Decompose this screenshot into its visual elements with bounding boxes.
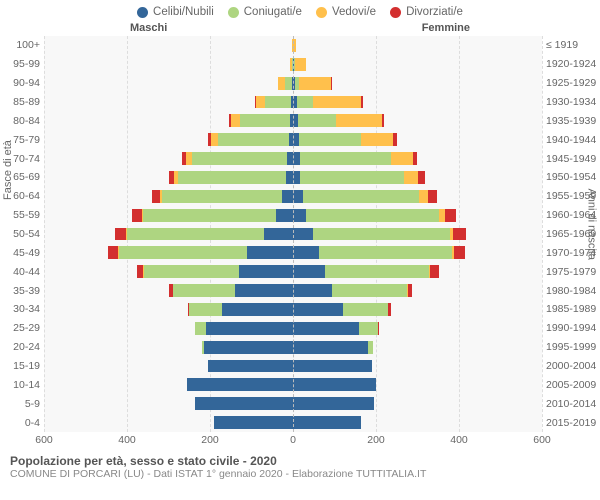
plot-area (44, 36, 542, 432)
birth-label: 1930-1934 (546, 93, 596, 112)
birth-label: 1945-1949 (546, 149, 596, 168)
birth-label: 1970-1974 (546, 243, 596, 262)
header-female: Femmine (422, 22, 470, 34)
birth-label: 2000-2004 (546, 357, 596, 376)
age-label: 80-84 (13, 111, 40, 130)
footer-title: Popolazione per età, sesso e stato civil… (10, 454, 590, 468)
age-label: 50-54 (13, 225, 40, 244)
birth-label: 1995-1999 (546, 338, 596, 357)
birth-label: 1935-1939 (546, 111, 596, 130)
legend-item: Coniugati/e (228, 6, 302, 18)
age-label: 5-9 (25, 394, 40, 413)
birth-label: 1985-1989 (546, 300, 596, 319)
birth-year-labels: ≤ 19191920-19241925-19291930-19341935-19… (542, 36, 600, 432)
age-label: 30-34 (13, 300, 40, 319)
age-label: 0-4 (25, 413, 40, 432)
birth-label: 1920-1924 (546, 55, 596, 74)
birth-label: 1950-1954 (546, 168, 596, 187)
birth-label: 1965-1969 (546, 225, 596, 244)
x-tick: 600 (533, 434, 551, 446)
birth-label: 2015-2019 (546, 413, 596, 432)
birth-label: 1955-1959 (546, 187, 596, 206)
legend-label: Celibi/Nubili (153, 6, 214, 18)
x-tick: 0 (290, 434, 296, 446)
legend-dot (228, 7, 239, 18)
age-label: 40-44 (13, 262, 40, 281)
legend-dot (137, 7, 148, 18)
age-label: 25-29 (13, 319, 40, 338)
birth-label: 2005-2009 (546, 375, 596, 394)
age-label: 95-99 (13, 55, 40, 74)
birth-label: ≤ 1919 (546, 36, 578, 55)
age-label: 90-94 (13, 74, 40, 93)
legend-item: Celibi/Nubili (137, 6, 214, 18)
legend-item: Divorziati/e (390, 6, 463, 18)
age-label: 35-39 (13, 281, 40, 300)
birth-label: 1975-1979 (546, 262, 596, 281)
legend: Celibi/Nubili Coniugati/e Vedovi/e Divorzia… (0, 0, 600, 22)
age-label: 55-59 (13, 206, 40, 225)
age-labels: 100+95-9990-9485-8980-8475-7970-7465-696… (0, 36, 44, 432)
legend-item: Vedovi/e (316, 6, 376, 18)
legend-label: Vedovi/e (332, 6, 376, 18)
legend-label: Divorziati/e (406, 6, 463, 18)
footer-subtitle: COMUNE DI PORCARI (LU) - Dati ISTAT 1° g… (10, 468, 590, 480)
birth-label: 1990-1994 (546, 319, 596, 338)
legend-dot (390, 7, 401, 18)
age-label: 45-49 (13, 243, 40, 262)
footer: Popolazione per età, sesso e stato civil… (0, 448, 600, 480)
age-label: 65-69 (13, 168, 40, 187)
zero-axis (44, 36, 542, 432)
header-male: Maschi (130, 22, 167, 34)
age-label: 70-74 (13, 149, 40, 168)
birth-label: 1960-1964 (546, 206, 596, 225)
birth-label: 2010-2014 (546, 394, 596, 413)
age-label: 15-19 (13, 357, 40, 376)
legend-label: Coniugati/e (244, 6, 302, 18)
age-label: 20-24 (13, 338, 40, 357)
age-label: 85-89 (13, 93, 40, 112)
x-tick: 200 (201, 434, 219, 446)
legend-dot (316, 7, 327, 18)
birth-label: 1980-1984 (546, 281, 596, 300)
x-tick: 600 (35, 434, 53, 446)
pyramid-chart: 100+95-9990-9485-8980-8475-7970-7465-696… (0, 36, 600, 432)
x-tick: 400 (118, 434, 136, 446)
x-axis: 6004002000200400600 (44, 432, 542, 448)
age-label: 75-79 (13, 130, 40, 149)
age-label: 10-14 (13, 375, 40, 394)
age-label: 60-64 (13, 187, 40, 206)
birth-label: 1925-1929 (546, 74, 596, 93)
age-label: 100+ (16, 36, 40, 55)
x-tick: 400 (450, 434, 468, 446)
x-tick: 200 (367, 434, 385, 446)
birth-label: 1940-1944 (546, 130, 596, 149)
